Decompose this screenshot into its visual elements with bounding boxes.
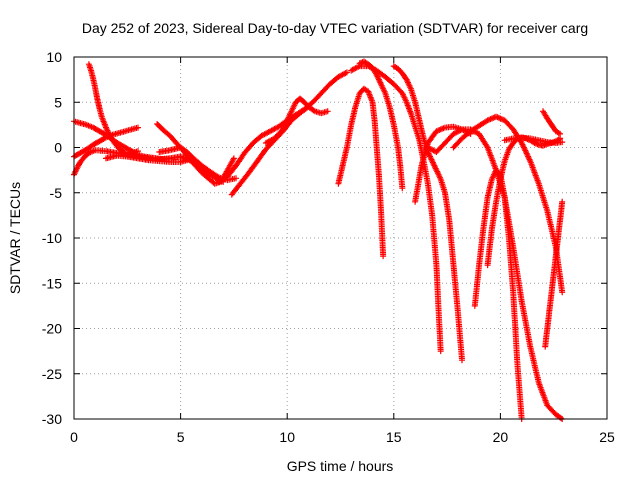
series-arc20 [540,108,564,137]
series-arc19 [484,134,564,269]
series-arc11 [335,85,387,260]
y-tick-label: 5 [54,94,62,110]
x-tick-label: 10 [279,429,295,445]
data-point-markers [540,108,564,137]
y-tick-label: -15 [42,275,62,291]
series-arc10 [262,95,331,146]
series-arc17 [450,113,566,296]
data-point-markers [103,152,190,165]
x-axis-title: GPS time / hours [287,458,394,474]
data-point-markers [450,113,566,296]
series-arc18 [471,167,525,422]
x-tick-label: 0 [70,429,78,445]
data-point-markers [484,134,564,269]
y-tick-label: -20 [42,321,62,337]
series-arc5 [103,152,190,165]
data-series [71,58,566,422]
data-point-markers [228,103,312,198]
y-tick-label: -25 [42,366,62,382]
chart-title: Day 252 of 2023, Sidereal Day-to-day VTE… [82,20,588,36]
x-tick-label: 20 [493,429,509,445]
data-point-markers [335,85,387,260]
y-tick-label: 0 [54,140,62,156]
data-point-markers [542,198,566,350]
data-point-markers [262,95,331,146]
series-arc14 [390,63,465,364]
x-tick-label: 5 [177,429,185,445]
tick-labels: 0 5 10 15 20 25 -30 -25 -20 -15 -10 -5 0 5 10 [42,49,615,445]
x-tick-label: 25 [599,429,615,445]
axis-ticks [73,56,608,420]
series-arc22 [501,134,566,146]
series-arc21 [542,198,566,350]
plot-frame [73,56,608,420]
y-tick-label: -5 [50,185,63,201]
y-axis-title: SDTVAR / TECUs [7,182,23,294]
x-tick-label: 15 [386,429,402,445]
data-point-markers [501,134,566,146]
y-tick-label: -10 [42,230,62,246]
data-point-markers [471,167,525,422]
series-arc9 [228,103,312,198]
data-point-markers [390,63,465,364]
y-tick-label: -30 [42,411,62,427]
data-point-markers [348,63,444,355]
grid-lines [74,57,607,419]
series-arc13 [348,63,444,355]
y-tick-label: 10 [46,49,62,65]
